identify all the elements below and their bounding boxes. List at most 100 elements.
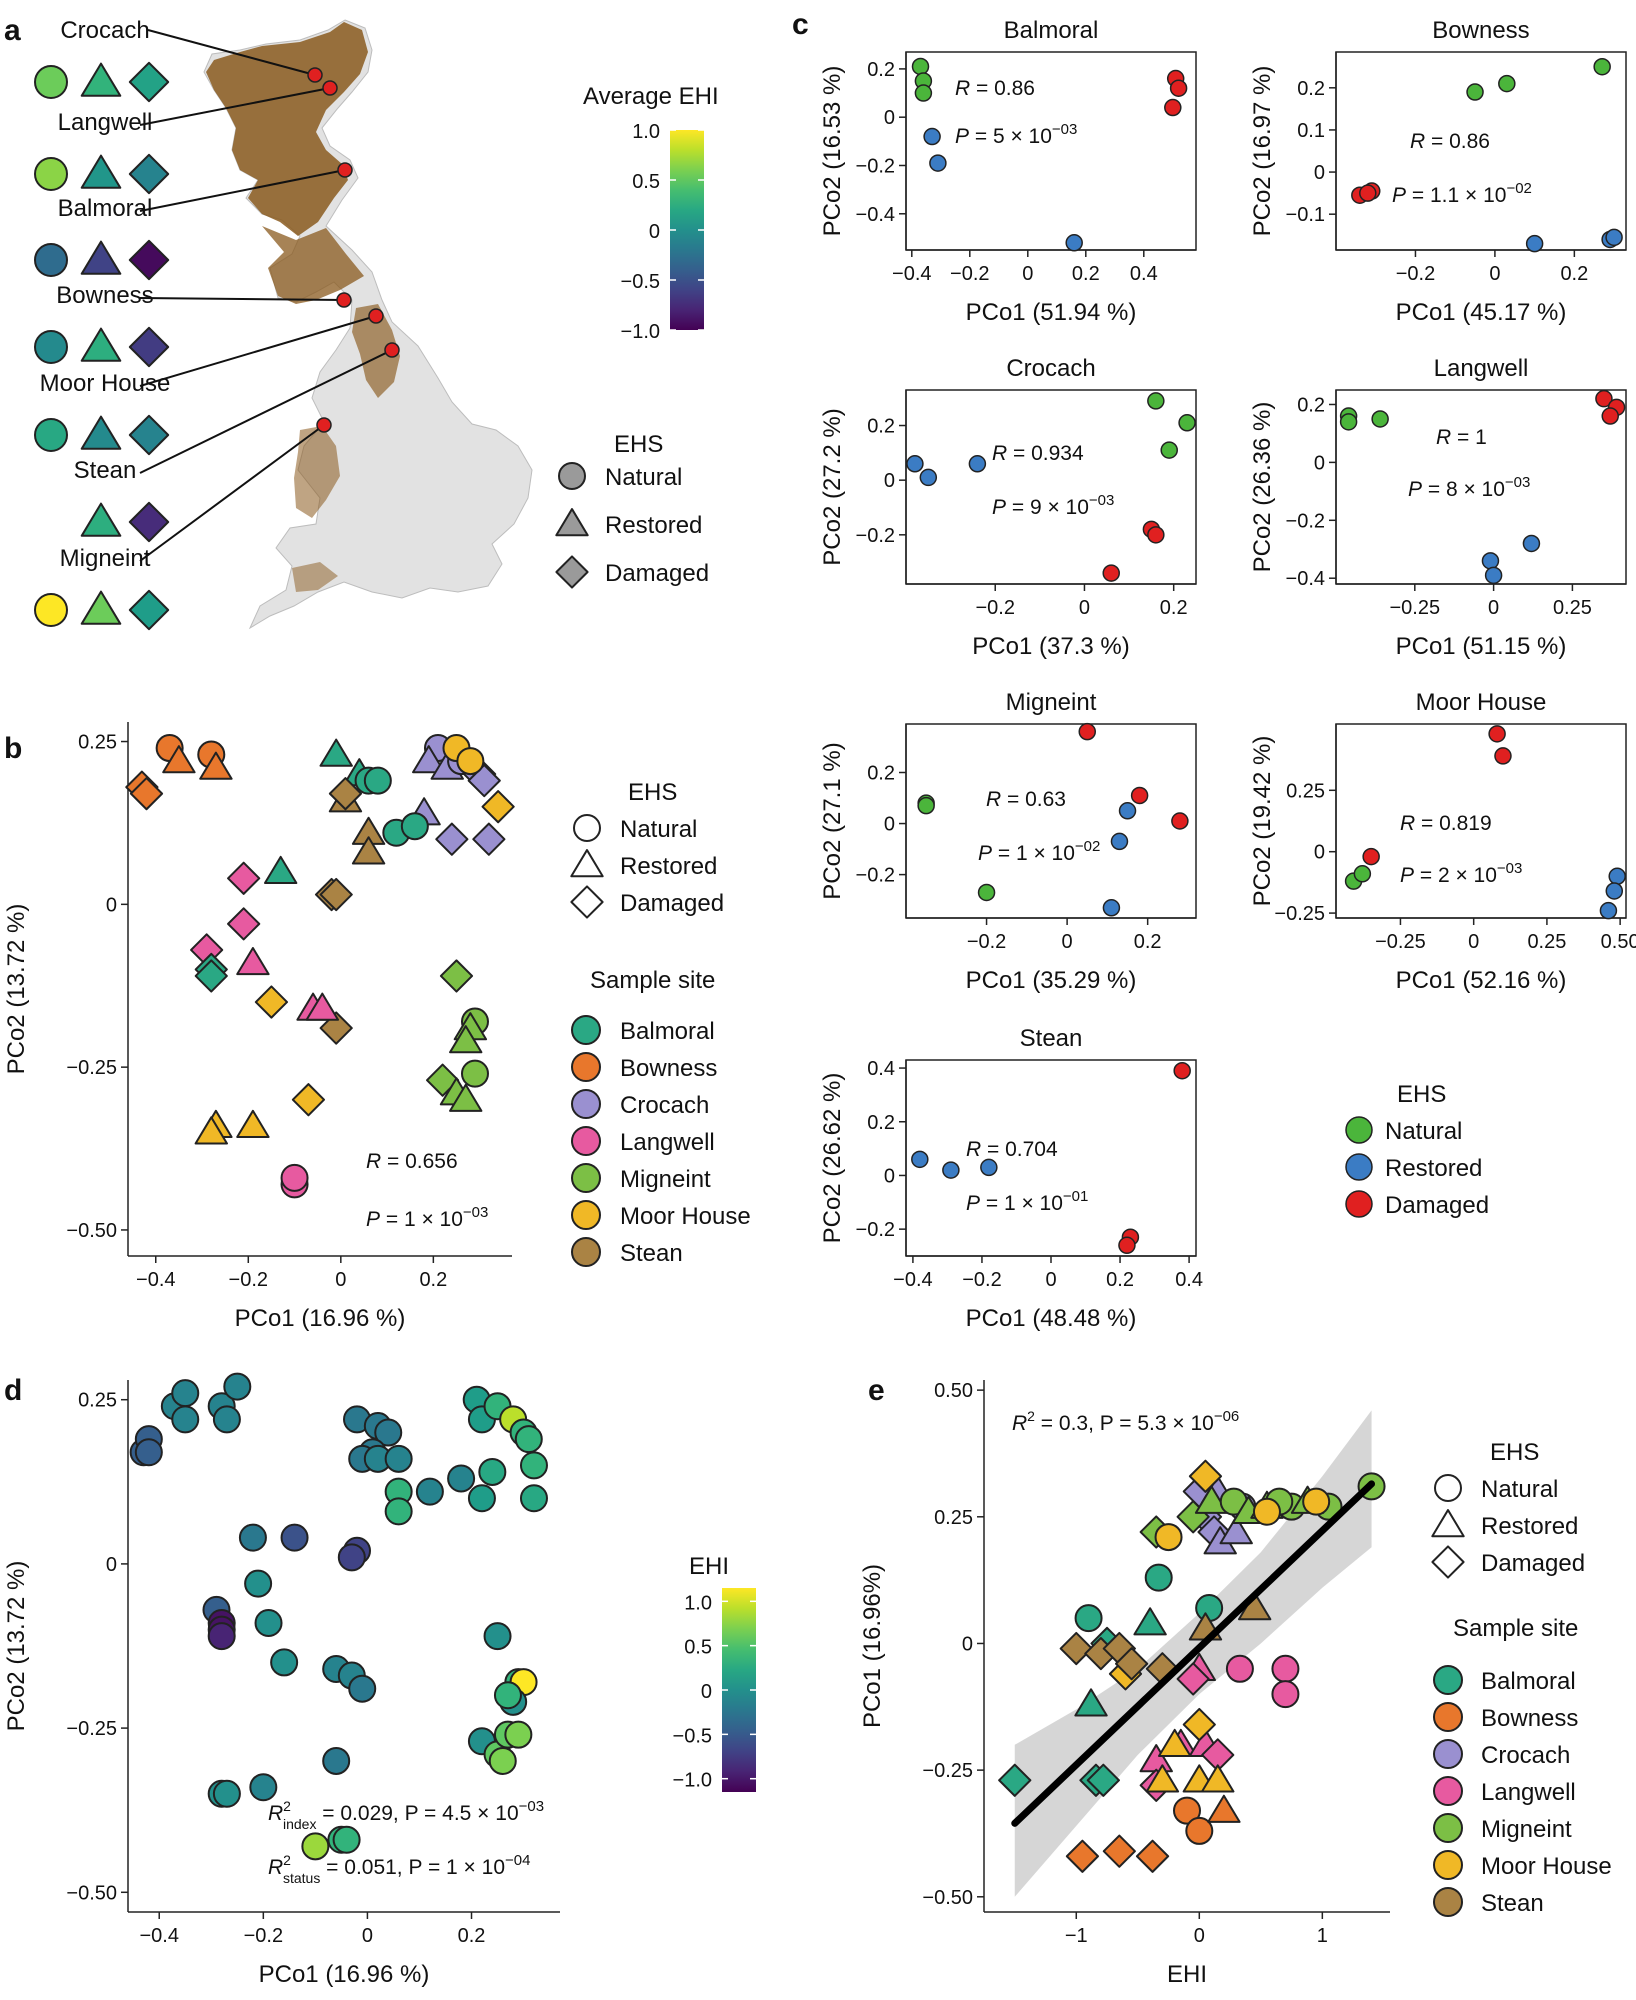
stat-p-exp: −02 — [1075, 838, 1100, 855]
stat-p-exp: −03 — [1052, 121, 1077, 138]
x-tick-label: 1 — [1317, 1925, 1328, 1947]
y-tick-label: 0 — [106, 1554, 117, 1576]
map-site-diamond — [128, 239, 170, 281]
y-tick-label: 0.25 — [1286, 780, 1325, 802]
map-upland-scotland — [206, 22, 368, 236]
point-balmoral — [1086, 1763, 1120, 1797]
regression-line — [1011, 1480, 1376, 1827]
y-tick-label: −0.25 — [66, 1057, 117, 1079]
point-migneint — [449, 1025, 483, 1054]
point-natural — [977, 883, 996, 902]
point-natural — [1466, 83, 1484, 101]
legend-triangle — [570, 849, 604, 878]
legend-triangle — [1431, 1509, 1465, 1538]
x-tick-label: 0.25 — [1553, 597, 1592, 619]
stat-r: R = 0.86 — [955, 77, 1035, 100]
x-tick-label: 0 — [1194, 1925, 1205, 1947]
point-natural — [1353, 865, 1372, 883]
x-tick-label: −0.2 — [1396, 263, 1435, 285]
plot-frame — [905, 723, 1197, 919]
point-moor-house — [1154, 1523, 1183, 1552]
stat-r: R = 0.704 — [966, 1138, 1058, 1161]
point-crocach — [412, 745, 446, 774]
y-tick-label: 0.25 — [78, 1390, 117, 1412]
point-damaged — [1595, 389, 1613, 408]
point-langwell — [1176, 1662, 1210, 1696]
stat-r-rest: = 0.86 — [970, 77, 1035, 100]
stat-r-rest: = 0.819 — [1415, 812, 1491, 835]
map-site-dot — [322, 80, 338, 96]
colorbar-tick-label: −0.5 — [621, 271, 660, 293]
ehs-legend-title: EHS — [628, 779, 677, 806]
point-moor-house — [1201, 1764, 1235, 1793]
y-tick-label: 0 — [884, 814, 895, 836]
map-site-dot — [307, 67, 323, 83]
point-crocach — [472, 822, 506, 856]
stat-p: P = 8 × 10−03 — [1408, 474, 1530, 501]
point-crocach — [1219, 1516, 1253, 1545]
map-site-triangle — [80, 154, 122, 189]
x-tick-label: −0.25 — [1375, 931, 1426, 953]
y-tick-label: 0 — [1314, 162, 1325, 184]
point-stean — [319, 877, 353, 912]
y-tick-label: 0.4 — [867, 1058, 895, 1080]
stat-r-var: R — [992, 442, 1007, 465]
point-ehi — [270, 1648, 299, 1677]
map-site-dot — [384, 342, 400, 358]
point-restored — [1102, 899, 1121, 917]
stat-r-var: R — [986, 788, 1001, 811]
y-tick-label: −0.2 — [856, 525, 895, 547]
legend-site-swatch — [571, 1200, 601, 1230]
point-langwell — [1271, 1654, 1300, 1683]
stat-r-var: R — [955, 77, 970, 100]
stat-r-rest: = 0.656 — [381, 1150, 457, 1173]
stat-r: R = 0.656 — [366, 1150, 458, 1173]
point-damaged — [1164, 98, 1182, 117]
map-leader-line — [139, 349, 393, 474]
legend-label: Natural — [605, 464, 682, 491]
map-site-diamond — [128, 501, 170, 543]
stat-p-rest: = 2 × 10 — [1414, 864, 1497, 887]
point-damaged — [1169, 79, 1188, 97]
legend-site-swatch — [1433, 1887, 1463, 1917]
point-bowness — [1102, 1834, 1136, 1868]
map-leader-line — [147, 29, 316, 76]
legend-label: Restored — [620, 853, 717, 880]
stat-r2-status-sub: status — [283, 1870, 320, 1886]
point-ehi — [223, 1372, 252, 1401]
point-natural — [917, 796, 935, 815]
point-moor-house — [1157, 1728, 1192, 1758]
panel-label-d: d — [4, 1374, 22, 1407]
point-ehi — [374, 1418, 403, 1447]
point-balmoral — [1133, 1607, 1167, 1636]
plot-title: Bowness — [1432, 17, 1529, 44]
x-tick-label: 0 — [1022, 263, 1033, 285]
point-moor-house — [1302, 1487, 1331, 1516]
y-axis-label: PCo2 (13.72 %) — [3, 1561, 30, 1732]
stat-r2-status-var: R — [268, 1856, 283, 1879]
map-leader-line — [139, 424, 325, 562]
point-bowness — [1185, 1816, 1214, 1845]
stat-p-rest: = 1.1 × 10 — [1406, 184, 1506, 207]
map-leader-line — [139, 315, 377, 387]
map-site-name: Migneint — [60, 545, 151, 572]
y-tick-label: −0.50 — [66, 1220, 117, 1242]
stat-p-exp: −01 — [1063, 1188, 1088, 1205]
y-tick-label: −0.2 — [856, 155, 895, 177]
point-langwell — [236, 947, 270, 976]
point-damaged — [1171, 812, 1189, 830]
point-damaged — [1173, 1061, 1191, 1080]
stat-p-var: P — [1392, 184, 1406, 207]
y-axis-label: PCo2 (27.1 %) — [819, 742, 846, 899]
point-ehi — [519, 1451, 548, 1480]
legend-circle — [573, 814, 601, 842]
colorbar-tick-label: −1.0 — [673, 1770, 712, 1792]
point-moor-house — [254, 985, 289, 1019]
point-ehi — [384, 1497, 413, 1526]
stat-p-var: P — [966, 1192, 980, 1215]
plot-title: Crocach — [1006, 355, 1095, 382]
point-natural — [1178, 414, 1196, 432]
stat-p-rest: = 8 × 10 — [1422, 478, 1505, 501]
panel-label-b: b — [4, 732, 22, 765]
